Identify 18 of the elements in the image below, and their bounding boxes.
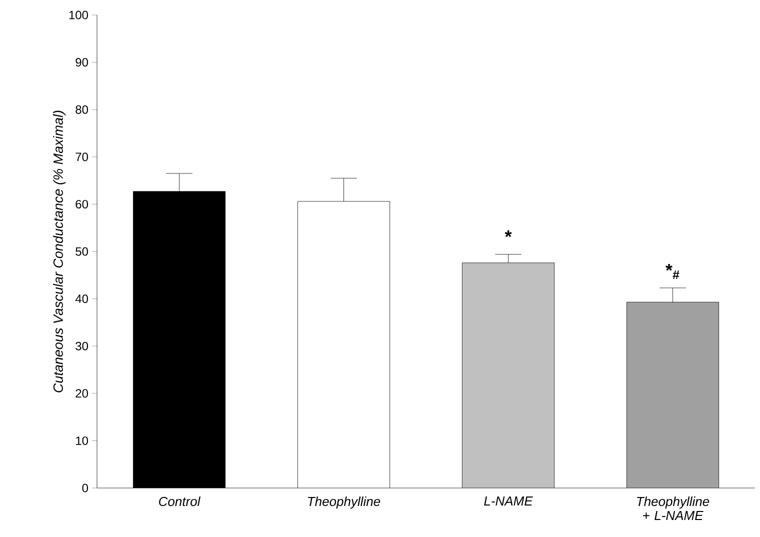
x-tick-label: Control [159,496,200,506]
y-tick-label: 100 [69,10,88,20]
y-axis-title: Cutaneous Vascular Conductance (% Maximal) [53,110,66,392]
y-tick-label: 40 [75,294,88,304]
annotation: * [504,230,512,238]
y-tick-label: 0 [82,484,88,492]
y-tick-label: 30 [76,342,88,350]
x-tick-label: Theophylline [308,496,380,509]
x-tick-label: Theophylline + L-NAME [637,496,710,520]
y-tick-label: 20 [76,389,88,398]
x-tick-label: L-NAME [484,496,533,506]
y-tick-label: 90 [76,58,88,67]
y-tick-label: 10 [76,436,88,445]
y-tick-label: 50 [76,247,88,256]
y-tick-label: 70 [76,152,88,162]
y-tick-label: 60 [76,200,88,208]
y-tick-label: 80 [76,105,88,114]
annotation: *$_{#}$ [666,264,680,280]
